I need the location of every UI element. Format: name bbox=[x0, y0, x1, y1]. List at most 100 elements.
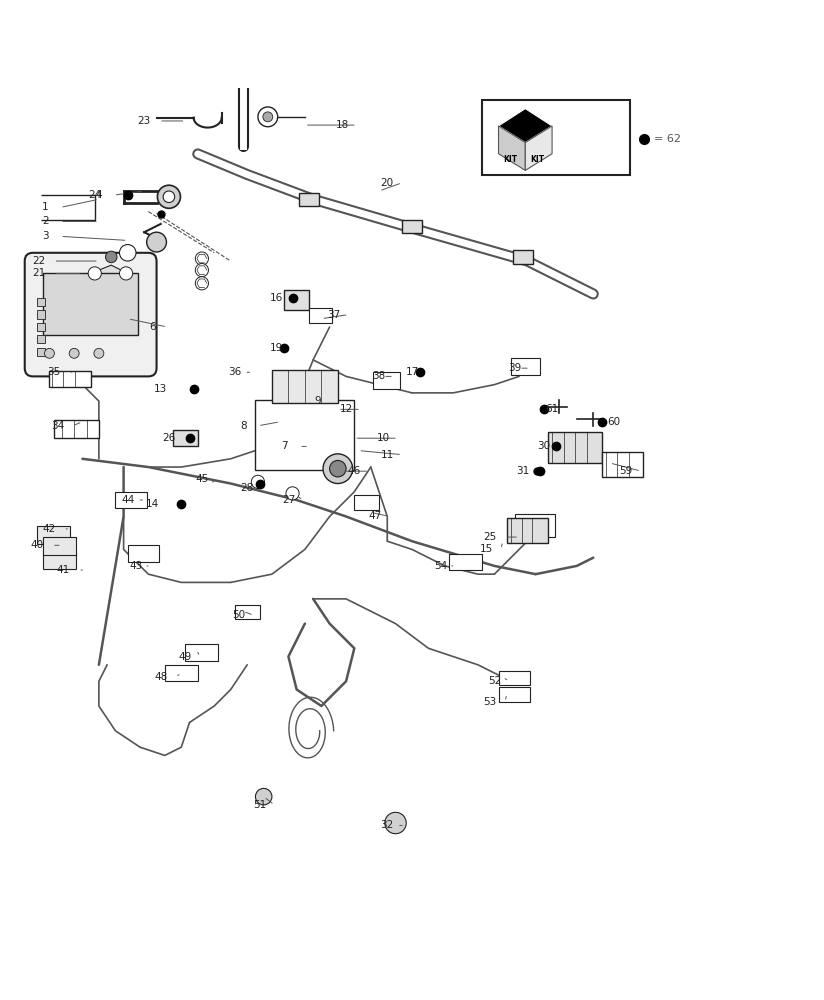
Bar bbox=[54, 420, 99, 438]
Text: 60: 60 bbox=[607, 417, 620, 427]
Circle shape bbox=[157, 185, 180, 208]
Text: 9: 9 bbox=[314, 396, 321, 406]
Bar bbox=[43, 537, 76, 555]
Bar bbox=[284, 290, 309, 310]
Circle shape bbox=[385, 812, 406, 834]
Polygon shape bbox=[499, 126, 525, 170]
FancyBboxPatch shape bbox=[25, 253, 157, 376]
Text: 41: 41 bbox=[57, 565, 70, 575]
Text: 16: 16 bbox=[269, 293, 283, 303]
Circle shape bbox=[263, 112, 273, 122]
Text: 37: 37 bbox=[327, 310, 340, 320]
Circle shape bbox=[105, 251, 117, 263]
Text: 47: 47 bbox=[368, 511, 382, 521]
Text: 15: 15 bbox=[480, 544, 493, 554]
Bar bbox=[37, 298, 45, 306]
Text: 46: 46 bbox=[348, 466, 361, 476]
Bar bbox=[173, 430, 198, 446]
Circle shape bbox=[195, 252, 208, 265]
Circle shape bbox=[258, 107, 278, 127]
Bar bbox=[515, 514, 555, 537]
Bar bbox=[299, 193, 319, 206]
Bar bbox=[128, 545, 159, 562]
Bar bbox=[37, 335, 45, 343]
Bar bbox=[235, 605, 260, 619]
Bar bbox=[165, 665, 198, 681]
Bar bbox=[513, 250, 533, 264]
Text: 59: 59 bbox=[620, 466, 633, 476]
Text: 4: 4 bbox=[96, 190, 102, 200]
Bar bbox=[255, 400, 354, 470]
Text: 8: 8 bbox=[240, 421, 246, 431]
Text: 52: 52 bbox=[488, 676, 501, 686]
Bar bbox=[449, 554, 482, 570]
Bar bbox=[548, 432, 602, 463]
Text: 49: 49 bbox=[179, 652, 192, 662]
Text: 10: 10 bbox=[377, 433, 390, 443]
Text: 20: 20 bbox=[381, 178, 394, 188]
Text: 7: 7 bbox=[281, 441, 288, 451]
Text: 30: 30 bbox=[537, 441, 550, 451]
Text: 17: 17 bbox=[405, 367, 419, 377]
Text: 40: 40 bbox=[30, 540, 44, 550]
Circle shape bbox=[119, 267, 133, 280]
Bar bbox=[373, 372, 400, 389]
Bar bbox=[43, 551, 76, 569]
Text: 28: 28 bbox=[241, 483, 254, 493]
Bar bbox=[37, 323, 45, 331]
Bar bbox=[511, 358, 540, 375]
Text: 3: 3 bbox=[42, 231, 49, 241]
Circle shape bbox=[69, 348, 79, 358]
Bar bbox=[354, 495, 379, 510]
Circle shape bbox=[255, 788, 272, 805]
Bar bbox=[37, 310, 45, 319]
Bar bbox=[115, 492, 147, 508]
Bar bbox=[43, 273, 138, 335]
Bar bbox=[37, 526, 70, 544]
Text: 43: 43 bbox=[129, 561, 143, 571]
Text: 25: 25 bbox=[484, 532, 497, 542]
Text: 45: 45 bbox=[195, 474, 208, 484]
Text: 1: 1 bbox=[42, 202, 49, 212]
Polygon shape bbox=[525, 126, 552, 170]
Circle shape bbox=[286, 487, 299, 500]
Text: 13: 13 bbox=[154, 384, 167, 394]
Bar bbox=[37, 348, 45, 356]
Polygon shape bbox=[91, 265, 128, 278]
Bar bbox=[602, 452, 643, 477]
Text: 50: 50 bbox=[232, 610, 246, 620]
Text: 44: 44 bbox=[121, 495, 134, 505]
Bar bbox=[272, 370, 338, 403]
Text: 38: 38 bbox=[372, 371, 386, 381]
Circle shape bbox=[330, 460, 346, 477]
Circle shape bbox=[147, 232, 166, 252]
Text: 26: 26 bbox=[162, 433, 176, 443]
Circle shape bbox=[119, 245, 136, 261]
Text: = 62: = 62 bbox=[654, 134, 681, 144]
Text: 21: 21 bbox=[32, 268, 45, 278]
Text: 23: 23 bbox=[138, 116, 151, 126]
Text: KIT: KIT bbox=[503, 155, 517, 164]
Circle shape bbox=[44, 348, 54, 358]
Bar bbox=[49, 371, 91, 387]
Bar bbox=[402, 220, 422, 233]
Text: 42: 42 bbox=[42, 524, 55, 534]
Text: 31: 31 bbox=[517, 466, 530, 476]
Text: 24: 24 bbox=[88, 190, 101, 200]
Bar bbox=[507, 518, 548, 543]
Circle shape bbox=[323, 454, 353, 484]
Circle shape bbox=[88, 267, 101, 280]
Text: KIT: KIT bbox=[530, 155, 544, 164]
Circle shape bbox=[94, 348, 104, 358]
Circle shape bbox=[251, 475, 265, 488]
Text: 61: 61 bbox=[545, 404, 559, 414]
Text: 2: 2 bbox=[42, 216, 49, 226]
Text: 35: 35 bbox=[47, 367, 60, 377]
Circle shape bbox=[195, 264, 208, 277]
Text: 48: 48 bbox=[154, 672, 167, 682]
Bar bbox=[499, 687, 530, 702]
Text: 27: 27 bbox=[282, 495, 295, 505]
Bar bbox=[499, 671, 530, 685]
Text: 51: 51 bbox=[253, 800, 266, 810]
Text: 12: 12 bbox=[339, 404, 353, 414]
